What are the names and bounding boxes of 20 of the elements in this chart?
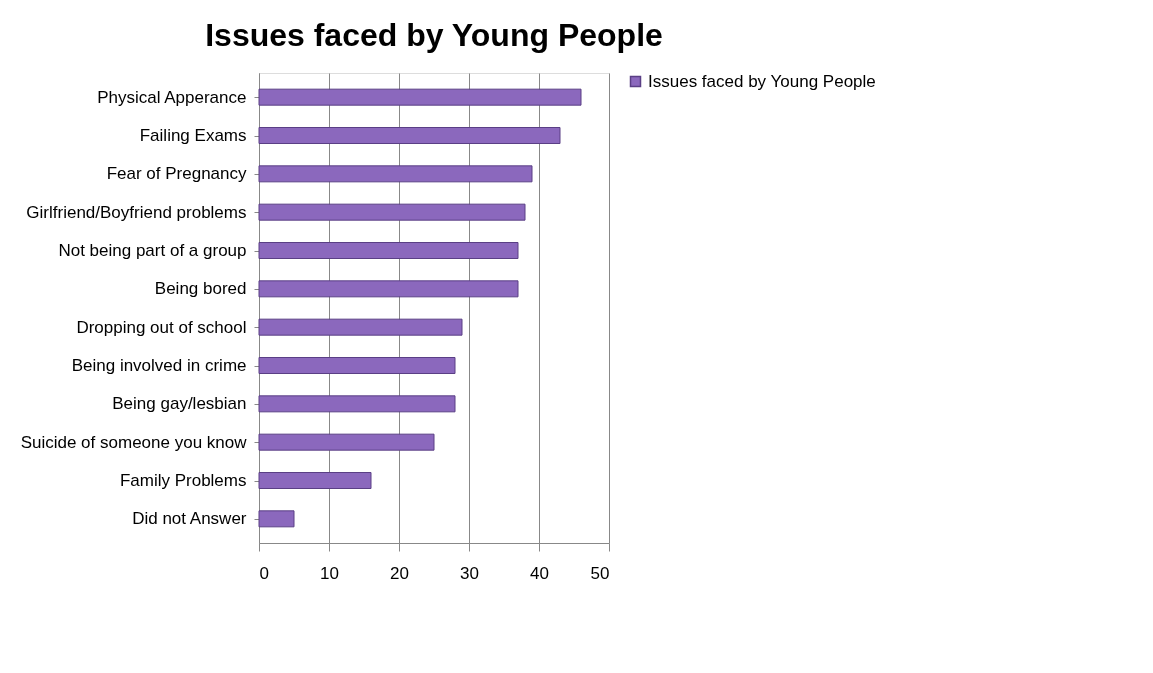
x-tick-label: 0 [259, 563, 269, 583]
x-tick-label: 40 [530, 563, 549, 583]
legend-label: Issues faced by Young People [648, 71, 876, 91]
y-tick-label: Physical Apperance [97, 87, 247, 107]
y-tick-label: Being gay/lesbian [112, 394, 247, 414]
y-tick-label: Being bored [154, 279, 247, 299]
y-tick-label: Did not Answer [132, 509, 247, 529]
y-tick-label: Not being part of a group [58, 241, 247, 260]
y-tick-label: Family Problems [119, 471, 247, 490]
y-tick-label: Suicide of someone you know [20, 432, 248, 452]
x-tick-label: 20 [390, 563, 409, 583]
y-tick-label: Dropping out of school [76, 317, 247, 337]
y-tick-label: Failing Exams [139, 126, 247, 145]
x-tick-label: 10 [320, 563, 339, 583]
y-tick-label: Being involved in crime [71, 356, 247, 375]
y-tick-label: Girlfriend/Boyfriend problems [26, 202, 247, 222]
y-tick-label: Fear of Pregnancy [106, 164, 247, 184]
chart-title: Issues faced by Young People [205, 17, 663, 53]
x-tick-label: 30 [460, 563, 479, 583]
x-tick-label: 50 [590, 563, 610, 583]
